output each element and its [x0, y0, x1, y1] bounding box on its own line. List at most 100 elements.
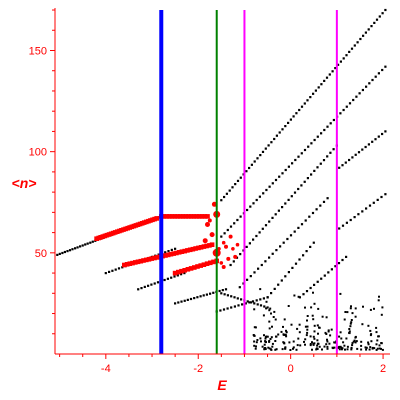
data-point — [277, 283, 280, 286]
data-point — [312, 318, 315, 321]
data-point — [193, 297, 196, 300]
data-point — [255, 234, 258, 238]
data-point — [329, 122, 332, 125]
data-point — [240, 298, 243, 301]
data-point — [229, 225, 233, 228]
data-point — [253, 326, 256, 329]
data-point — [325, 333, 328, 335]
data-point — [326, 347, 329, 350]
data-point — [282, 333, 285, 336]
data-point — [217, 247, 221, 251]
data-point — [303, 102, 306, 105]
data-point — [315, 348, 318, 351]
data-point — [316, 339, 319, 342]
data-point — [186, 298, 189, 301]
data-point — [314, 89, 317, 92]
data-point — [310, 142, 313, 145]
data-point — [374, 138, 377, 141]
data-point — [377, 135, 380, 138]
data-point — [245, 170, 248, 173]
data-point — [248, 242, 251, 245]
data-point — [302, 254, 305, 257]
tick-marks — [50, 9, 384, 359]
data-point — [303, 180, 306, 183]
data-point — [337, 262, 341, 265]
data-point — [341, 258, 344, 262]
data-point — [111, 269, 114, 272]
data-point — [174, 247, 177, 250]
data-point — [298, 258, 301, 261]
data-point — [354, 153, 357, 156]
data-point — [312, 92, 315, 95]
data-point — [273, 310, 276, 313]
data-point — [223, 195, 226, 199]
data-point — [271, 216, 274, 219]
data-point — [230, 295, 233, 298]
data-point — [284, 347, 287, 350]
data-point — [180, 273, 183, 276]
data-point — [91, 240, 94, 243]
data-point — [306, 315, 309, 317]
data-point — [261, 345, 264, 348]
data-point — [346, 345, 349, 348]
data-point — [271, 325, 273, 328]
data-point — [201, 244, 207, 249]
data-point — [146, 257, 152, 262]
data-point — [354, 341, 357, 344]
data-point — [369, 329, 372, 332]
data-point — [349, 322, 352, 325]
y-tick-label: 150 — [29, 45, 47, 57]
data-point — [306, 177, 309, 180]
data-point — [81, 244, 84, 247]
data-point — [380, 313, 383, 316]
data-point — [265, 300, 268, 303]
data-point — [220, 235, 223, 238]
data-point — [219, 309, 222, 312]
data-point — [360, 340, 363, 343]
x-tick-label: -4 — [101, 363, 111, 375]
data-point — [378, 295, 380, 298]
data-point — [345, 54, 348, 57]
data-point — [257, 267, 260, 270]
data-point — [332, 148, 335, 151]
data-point — [289, 234, 293, 237]
data-point — [66, 250, 69, 253]
data-point — [266, 306, 269, 309]
data-point — [325, 76, 329, 79]
data-point — [122, 262, 127, 268]
data-point — [329, 151, 332, 154]
data-point — [273, 287, 276, 290]
data-point — [86, 242, 89, 245]
data-point — [165, 252, 171, 258]
data-point — [185, 267, 191, 272]
data-point — [275, 249, 278, 252]
data-point — [381, 306, 384, 309]
tick-labels: -4 -2 0 2 50 100 150 — [29, 45, 386, 375]
data-point — [353, 216, 356, 219]
data-point — [300, 223, 304, 226]
data-point — [248, 166, 251, 170]
data-point — [253, 334, 256, 337]
data-point — [364, 346, 367, 349]
data-point — [202, 238, 208, 244]
data-point — [269, 307, 272, 310]
data-point — [342, 57, 345, 60]
data-point — [168, 251, 174, 257]
data-point — [324, 331, 327, 334]
data-point — [176, 250, 182, 255]
data-point — [61, 251, 64, 255]
data-point — [196, 296, 199, 299]
data-point — [344, 161, 347, 164]
data-point — [71, 248, 74, 251]
data-point — [321, 348, 323, 351]
data-point — [268, 220, 271, 223]
data-point — [348, 50, 351, 53]
data-point — [253, 344, 256, 347]
data-point — [355, 340, 358, 343]
data-point — [195, 264, 200, 269]
data-point — [331, 70, 334, 73]
data-point — [260, 263, 263, 267]
data-point — [149, 256, 154, 261]
data-point — [305, 334, 308, 337]
data-point — [371, 346, 374, 349]
